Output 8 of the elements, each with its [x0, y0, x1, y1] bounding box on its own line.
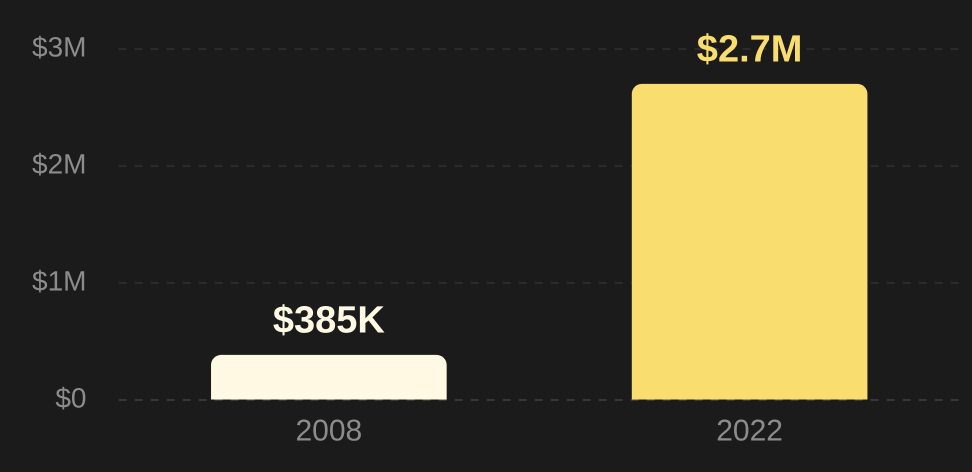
y-tick-label: $1M — [32, 266, 86, 297]
y-tick-label: $0 — [55, 382, 86, 414]
y-tick-label: $3M — [32, 32, 86, 63]
data-label: $385K — [272, 299, 386, 342]
x-tick-label: 2022 — [716, 414, 783, 448]
y-tick-label: $2M — [32, 148, 86, 180]
x-tick-label: 2008 — [295, 414, 362, 448]
data-label: $2.7M — [696, 28, 802, 70]
